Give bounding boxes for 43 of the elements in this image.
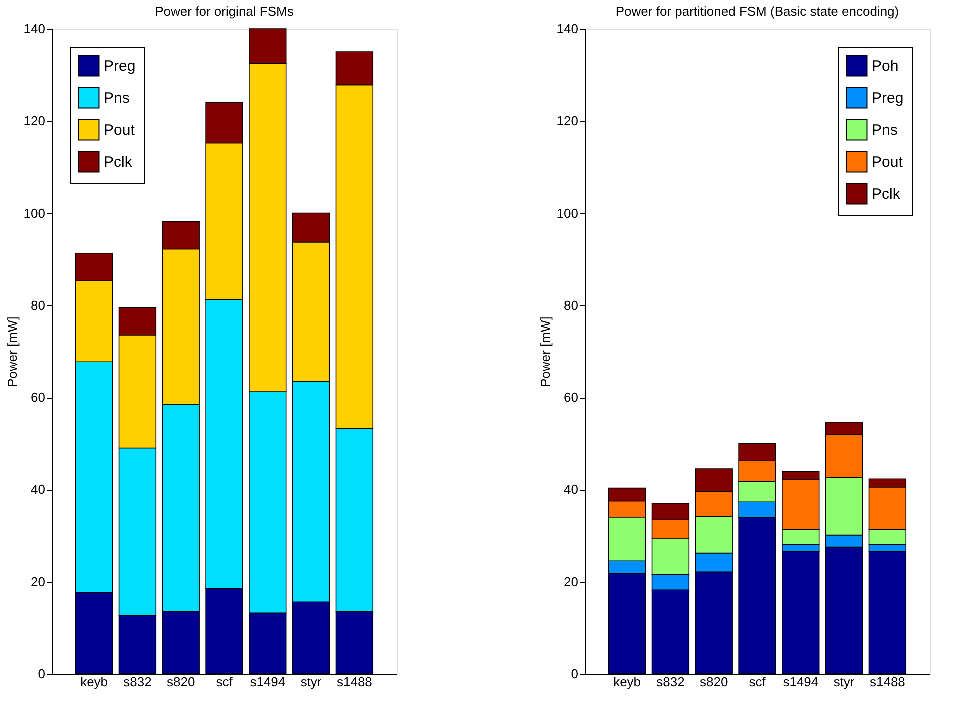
x-tick-label: scf [749,674,766,690]
y-tick-label: 140 [24,22,46,36]
y-axis-title: Power [mW] [538,316,553,388]
y-tick-label: 80 [31,298,46,313]
y-tick-label: 60 [31,390,46,406]
x-tick-label: s832 [124,674,152,690]
legend-label: Preg [104,58,136,75]
x-tick-label: keyb [614,674,642,690]
x-tick-label: s820 [167,674,196,690]
x-tick-label: s1488 [336,674,372,690]
x-tick-label: keyb [80,674,108,690]
legend-label: Pout [872,154,904,171]
y-tick-label: 60 [564,390,578,406]
y-tick-label: 0 [571,666,578,682]
chart-title: Power for original FSMs [155,4,294,19]
x-tick-label: s1494 [250,674,286,690]
y-tick-label: 120 [556,114,578,129]
x-tick-label: s820 [700,674,728,690]
y-tick-label: 80 [564,298,578,313]
y-axis-title: Power [mW] [4,316,20,388]
legend-label: Pclk [104,154,133,171]
x-tick-label: s832 [656,674,685,690]
x-tick-label: scf [216,674,234,690]
legend-label: Poh [872,58,899,75]
x-tick-label: styr [834,674,856,690]
x-tick-label: styr [300,674,322,690]
y-tick-label: 20 [31,574,46,590]
y-tick-label: 0 [38,666,46,682]
x-tick-label: s1488 [870,674,906,690]
legend-label: Pclk [872,186,901,203]
legend-label: Pns [872,122,898,139]
legend-label: Pout [104,122,136,139]
y-tick-label: 140 [556,22,578,36]
legend-label: Pns [104,90,130,107]
x-tick-label: s1494 [783,674,819,690]
y-tick-label: 100 [24,206,46,221]
y-tick-label: 100 [556,206,578,221]
y-tick-label: 20 [564,574,578,590]
y-tick-label: 120 [24,114,46,129]
legend-label: Preg [872,90,904,107]
y-tick-label: 40 [31,482,46,498]
chart-title: Power for partitioned FSM (Basic state encoding) [616,4,900,19]
y-tick-label: 40 [564,482,578,498]
